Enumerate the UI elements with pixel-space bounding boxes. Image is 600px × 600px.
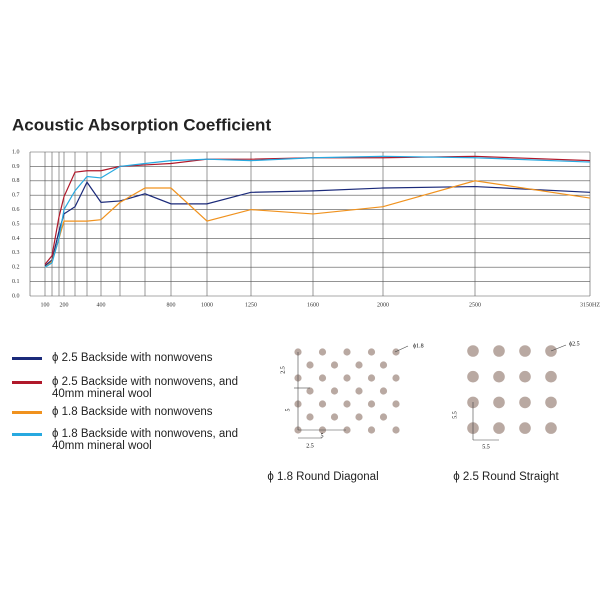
diagram-caption: ϕ 2.5 Round Straight <box>453 471 559 483</box>
x-tick-label: 3150HZ <box>580 302 600 308</box>
perforation <box>367 348 376 356</box>
perforation <box>343 400 351 408</box>
dimension-lines <box>294 344 567 441</box>
legend-swatch <box>12 381 42 384</box>
perforation <box>545 396 557 409</box>
perforation <box>343 348 351 356</box>
perforation <box>306 413 314 421</box>
perforation <box>519 396 531 409</box>
diagram-label: 5 <box>285 409 291 412</box>
legend-item: ϕ 1.8 Backside with nonwovens <box>12 406 252 418</box>
series-line <box>44 155 591 268</box>
perforation <box>330 387 339 395</box>
perforation <box>379 361 388 369</box>
perforation <box>343 374 351 382</box>
diagram-label: 2.5 <box>306 443 314 449</box>
y-tick-label: 0.5 <box>12 221 20 227</box>
perforation <box>467 370 479 383</box>
legend-swatch <box>12 433 42 436</box>
legend-item: ϕ 2.5 Backside with nonwovens, and 40mm … <box>12 376 252 400</box>
perforation <box>355 413 363 421</box>
legend-swatch <box>12 411 42 414</box>
x-tick-label: 200 <box>60 302 69 308</box>
legend-label: ϕ 1.8 Backside with nonwovens <box>52 406 213 418</box>
y-tick-label: 0.7 <box>12 193 20 199</box>
perforation <box>493 370 505 383</box>
legend-item: ϕ 2.5 Backside with nonwovens <box>12 352 252 364</box>
legend-label: ϕ 2.5 Backside with nonwovens, and 40mm … <box>52 376 239 400</box>
perforation <box>306 361 314 369</box>
perforation <box>330 413 339 421</box>
perforation <box>367 374 376 382</box>
perforation <box>306 387 314 395</box>
diagram-label: 5.5 <box>482 444 490 450</box>
y-tick-label: 0.1 <box>12 279 20 285</box>
perforation <box>318 348 327 356</box>
perforation <box>343 426 351 434</box>
legend-item: ϕ 1.8 Backside with nonwovens, and 40mm … <box>12 428 252 452</box>
diagram-label: ϕ1.8 <box>413 343 424 349</box>
x-tick-label: 1600 <box>307 302 319 308</box>
diagram-label: 5.5 <box>452 411 458 419</box>
perforation <box>392 426 400 434</box>
perforation <box>519 345 531 357</box>
y-tick-label: 0.3 <box>12 250 20 256</box>
y-tick-label: 0.6 <box>12 207 20 213</box>
perforation <box>379 387 388 395</box>
perforation <box>367 426 376 434</box>
x-tick-label: 100 <box>41 302 50 308</box>
perforation <box>379 413 388 421</box>
legend-swatch <box>12 357 42 360</box>
perforation <box>467 345 479 357</box>
x-tick-label: 1000 <box>201 302 213 308</box>
series-line <box>44 180 591 268</box>
perforation <box>318 400 327 408</box>
chart-title: Acoustic Absorption Coefficient <box>12 115 271 134</box>
perforation <box>545 422 557 434</box>
x-tick-label: 800 <box>167 302 176 308</box>
perforation <box>355 387 363 395</box>
diagram-label: 5 <box>321 433 324 439</box>
x-tick-label: 400 <box>97 302 106 308</box>
x-tick-label: 2000 <box>377 302 389 308</box>
perforation <box>392 374 400 382</box>
perforation <box>519 422 531 434</box>
perforation <box>493 345 505 357</box>
y-tick-label: 0.9 <box>12 164 20 170</box>
y-tick-label: 1.0 <box>12 149 20 155</box>
y-tick-label: 0.2 <box>12 265 20 271</box>
diagram-label: 2.5 <box>280 366 286 374</box>
series-line <box>44 155 591 265</box>
diagram-label: ϕ2.5 <box>569 341 580 347</box>
x-tick-label: 1250 <box>245 302 257 308</box>
y-tick-label: 0.0 <box>12 293 20 299</box>
perforation <box>330 361 339 369</box>
perforation <box>318 374 327 382</box>
diagram-caption: ϕ 1.8 Round Diagonal <box>267 471 378 483</box>
legend-label: ϕ 1.8 Backside with nonwovens, and 40mm … <box>52 428 239 452</box>
perforation <box>493 422 505 434</box>
x-tick-label: 2500 <box>469 302 481 308</box>
perforation <box>392 400 400 408</box>
perforation-diagrams <box>294 345 557 434</box>
perforation <box>392 348 400 356</box>
perforation <box>519 370 531 383</box>
y-tick-label: 0.8 <box>12 178 20 184</box>
perforation <box>355 361 363 369</box>
perforation <box>367 400 376 408</box>
y-tick-label: 0.4 <box>12 236 20 242</box>
perforation <box>545 370 557 383</box>
legend-label: ϕ 2.5 Backside with nonwovens <box>52 352 213 364</box>
perforation <box>493 396 505 409</box>
